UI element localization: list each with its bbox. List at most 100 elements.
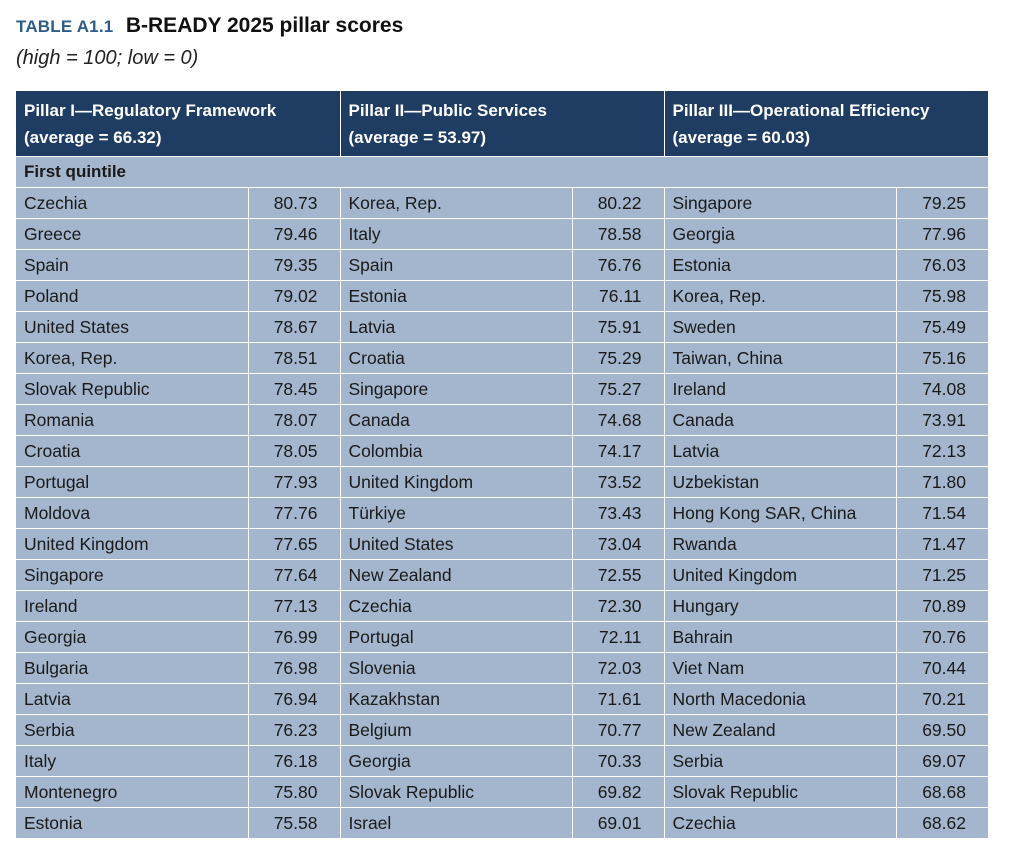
pillar-1-score: 78.51 [247, 342, 340, 374]
pillar-3-score: 75.16 [895, 342, 988, 374]
pillar-3-score: 69.50 [895, 714, 988, 746]
pillar-1-score: 77.64 [247, 559, 340, 591]
pillar-2-economy: Türkiye [339, 497, 572, 529]
pillar-1-economy: Italy [16, 745, 248, 777]
pillar-2-economy: Portugal [339, 621, 572, 653]
pillar-1-economy: Portugal [16, 466, 248, 498]
table-header-row: Pillar I—Regulatory Framework (average =… [16, 91, 988, 157]
pillar-1-score: 75.58 [247, 807, 340, 838]
pillar-1-economy: Singapore [16, 559, 248, 591]
pillar-1-score: 77.13 [247, 590, 340, 622]
pillar-1-economy: Korea, Rep. [16, 342, 248, 374]
pillar-2-average: (average = 53.97) [348, 128, 487, 147]
pillar-2-economy: Korea, Rep. [339, 187, 572, 219]
pillar-2-economy: Colombia [339, 435, 572, 467]
table-row: Montenegro 75.80 Slovak Republic 69.82 Slova… [16, 776, 988, 808]
pillar-1-score: 78.45 [247, 373, 340, 405]
pillar-1-score: 80.73 [247, 187, 340, 219]
pillar-2-economy: United States [339, 528, 572, 560]
pillar-1-economy: Estonia [16, 807, 248, 838]
pillar-2-economy: United Kingdom [339, 466, 572, 498]
table-title: B-READY 2025 pillar scores [125, 14, 404, 37]
pillar-1-score: 76.18 [247, 745, 340, 777]
pillar-1-score: 77.93 [247, 466, 340, 498]
pillar-2-economy: Croatia [339, 342, 572, 374]
pillar-3-economy: Ireland [663, 373, 896, 405]
pillar-2-score: 75.27 [571, 373, 664, 405]
pillar-1-economy: Croatia [16, 435, 248, 467]
pillar-2-economy: Czechia [339, 590, 572, 622]
pillar-1-economy: Bulgaria [16, 652, 248, 684]
pillar-2-economy: Canada [339, 404, 572, 436]
pillar-1-score: 77.76 [247, 497, 340, 529]
pillar-3-score: 71.80 [895, 466, 988, 498]
pillar-3-score: 68.68 [895, 776, 988, 808]
pillar-2-score: 80.22 [571, 187, 664, 219]
pillar-2-economy: Slovak Republic [339, 776, 572, 808]
pillar-2-economy: Estonia [339, 280, 572, 312]
pillar-2-economy: Latvia [339, 311, 572, 343]
table-row: Estonia 75.58 Israel 69.01 Czechia 68.62 [16, 807, 988, 838]
pillar-1-score: 78.67 [247, 311, 340, 343]
pillar-1-score: 78.05 [247, 435, 340, 467]
table-row: Georgia 76.99 Portugal 72.11 Bahrain 70.76 [16, 621, 988, 653]
pillar-3-score: 74.08 [895, 373, 988, 405]
pillar-3-economy: Singapore [663, 187, 896, 219]
pillar-1-score: 76.23 [247, 714, 340, 746]
pillar-2-score: 78.58 [571, 218, 664, 250]
pillar-1-economy: Latvia [16, 683, 248, 715]
table-row: Portugal 77.93 United Kingdom 73.52 Uzbekist… [16, 466, 988, 498]
pillar-3-score: 71.47 [895, 528, 988, 560]
pillar-3-score: 71.25 [895, 559, 988, 591]
table-row: Latvia 76.94 Kazakhstan 71.61 North Macedoni… [16, 683, 988, 715]
table-row: Italy 76.18 Georgia 70.33 Serbia 69.07 [16, 745, 988, 777]
pillar-3-economy: Latvia [663, 435, 896, 467]
table-row: Romania 78.07 Canada 74.68 Canada 73.91 [16, 404, 988, 436]
pillar-1-score: 79.46 [247, 218, 340, 250]
pillar-1-score: 76.94 [247, 683, 340, 715]
pillar-1-economy: United States [16, 311, 248, 343]
pillar-3-economy: Georgia [663, 218, 896, 250]
pillar-2-economy: Slovenia [339, 652, 572, 684]
pillar-1-average: (average = 66.32) [24, 128, 162, 147]
pillar-1-title: Pillar I—Regulatory Framework [24, 101, 277, 120]
pillar-1-economy: United Kingdom [16, 528, 248, 560]
pillar-3-score: 79.25 [895, 187, 988, 219]
table-row: Ireland 77.13 Czechia 72.30 Hungary 70.89 [16, 590, 988, 622]
pillar-1-economy: Moldova [16, 497, 248, 529]
pillar-1-economy: Ireland [16, 590, 248, 622]
pillar-3-economy: Canada [663, 404, 896, 436]
pillar-2-economy: Spain [339, 249, 572, 281]
table-title-row: TABLE A1.1 B-READY 2025 pillar scores [16, 14, 403, 44]
pillar-2-score: 75.91 [571, 311, 664, 343]
table-row: Greece 79.46 Italy 78.58 Georgia 77.96 [16, 218, 988, 250]
pillar-3-economy: Czechia [663, 807, 896, 838]
table-row: Serbia 76.23 Belgium 70.77 New Zealand 69.50 [16, 714, 988, 746]
pillar-1-economy: Slovak Republic [16, 373, 248, 405]
pillar-1-economy: Poland [16, 280, 248, 312]
pillar-2-score: 71.61 [571, 683, 664, 715]
pillar-1-economy: Czechia [16, 187, 248, 219]
pillar-1-economy: Spain [16, 249, 248, 281]
pillar-2-score: 70.33 [571, 745, 664, 777]
pillar-3-score: 73.91 [895, 404, 988, 436]
pillar-3-score: 70.44 [895, 652, 988, 684]
table-row: United Kingdom 77.65 United States 73.04 Rwa… [16, 528, 988, 560]
column-header-pillar-1: Pillar I—Regulatory Framework (average =… [16, 91, 340, 157]
pillar-3-score: 75.49 [895, 311, 988, 343]
column-header-pillar-2: Pillar II—Public Services (average = 53.… [339, 91, 664, 157]
pillar-1-economy: Montenegro [16, 776, 248, 808]
pillar-2-score: 72.30 [571, 590, 664, 622]
table-row: Czechia 80.73 Korea, Rep. 80.22 Singapore 79.… [16, 187, 988, 219]
pillar-2-score: 69.01 [571, 807, 664, 838]
pillar-scores-table: Pillar I—Regulatory Framework (average =… [16, 91, 988, 838]
pillar-3-economy: United Kingdom [663, 559, 896, 591]
pillar-3-score: 71.54 [895, 497, 988, 529]
pillar-2-score: 69.82 [571, 776, 664, 808]
pillar-3-economy: Serbia [663, 745, 896, 777]
pillar-3-score: 72.13 [895, 435, 988, 467]
pillar-2-score: 72.03 [571, 652, 664, 684]
pillar-1-score: 76.98 [247, 652, 340, 684]
pillar-1-economy: Serbia [16, 714, 248, 746]
pillar-2-score: 74.68 [571, 404, 664, 436]
